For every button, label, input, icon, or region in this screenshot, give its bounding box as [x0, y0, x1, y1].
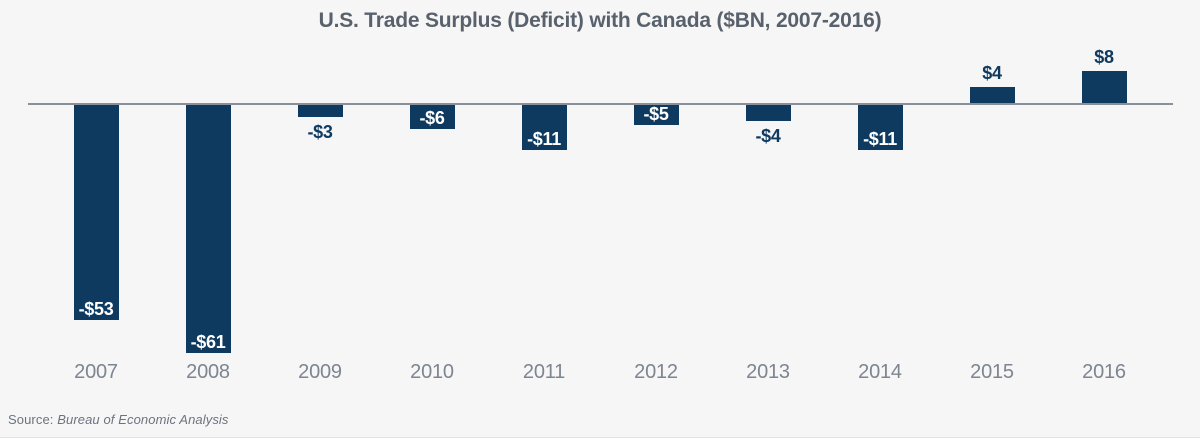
source-prefix: Source: — [8, 412, 58, 427]
bar-value-label-2007: -$53 — [78, 299, 114, 319]
bar-2009 — [297, 105, 343, 117]
bar-2007 — [73, 105, 119, 320]
bar-value-label-2010: -$6 — [419, 108, 445, 128]
x-axis-label-2016: 2016 — [1082, 361, 1126, 383]
x-axis-label-2007: 2007 — [74, 361, 118, 383]
x-axis-label-2015: 2015 — [970, 361, 1014, 383]
bar-2013 — [745, 105, 791, 121]
bar-value-label-2016: $8 — [1094, 47, 1114, 67]
bar-value-label-2014: -$11 — [863, 129, 897, 149]
x-axis-label-2008: 2008 — [186, 361, 230, 383]
x-axis-label-2011: 2011 — [522, 361, 566, 383]
source-text: Bureau of Economic Analysis — [57, 412, 229, 427]
x-axis-label-2012: 2012 — [634, 361, 678, 383]
bar-2010 — [409, 105, 455, 129]
source-note: Source: Bureau of Economic Analysis — [8, 412, 229, 427]
x-axis-label-2014: 2014 — [858, 361, 902, 383]
bar-value-label-2012: -$5 — [643, 104, 669, 124]
bar-value-label-2015: $4 — [982, 63, 1002, 83]
x-axis-label-2009: 2009 — [298, 361, 342, 383]
bar-2011 — [521, 105, 567, 150]
bar-2016 — [1081, 71, 1127, 103]
x-axis-label-2013: 2013 — [746, 361, 790, 383]
zero-axis-line — [28, 103, 1173, 105]
bar-2008 — [185, 105, 231, 353]
bar-value-label-2008: -$61 — [190, 332, 226, 352]
chart-title: U.S. Trade Surplus (Deficit) with Canada… — [318, 9, 882, 32]
bar-value-label-2013: -$4 — [755, 126, 781, 146]
bar-value-label-2009: -$3 — [307, 122, 333, 142]
bar-value-label-2011: -$11 — [527, 129, 561, 149]
bar-2015 — [969, 87, 1015, 103]
bar-2012 — [633, 105, 679, 125]
x-axis-label-2010: 2010 — [410, 361, 454, 383]
bar-2014 — [857, 105, 903, 150]
